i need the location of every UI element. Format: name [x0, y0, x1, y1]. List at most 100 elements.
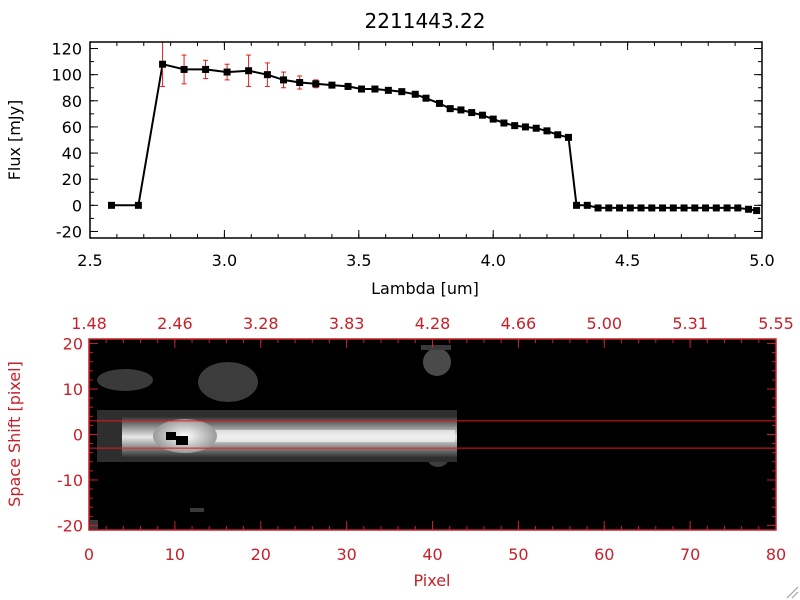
- data-point: [478, 111, 486, 119]
- x-tick-label: 60: [594, 545, 614, 564]
- data-point: [626, 204, 634, 212]
- top-tick-label: 2.46: [157, 314, 193, 333]
- data-point: [468, 109, 476, 117]
- x-tick-label: 3.5: [346, 251, 371, 270]
- image-x-axis-label: Pixel: [413, 571, 450, 590]
- y-tick-label: 10: [63, 380, 83, 399]
- spectrum-y-axis-label: Flux [mJy]: [5, 100, 24, 181]
- chart-title: 2211443.22: [365, 9, 486, 33]
- spectrum-panel: 2.5 3.0 3.5 4.0 4.5 5.0 -20 0 20 40 60 80 100 120 Lam…: [5, 40, 775, 298]
- spectral-image: [90, 345, 457, 529]
- data-point: [312, 80, 320, 88]
- emission-blob: [423, 348, 451, 376]
- x-tick-label: 5.0: [749, 251, 774, 270]
- y-tick-label: 120: [51, 40, 82, 59]
- top-tick-label: 5.31: [672, 314, 708, 333]
- data-point: [723, 204, 731, 212]
- data-point: [398, 88, 406, 96]
- data-point: [411, 90, 419, 98]
- x-tick-label: 10: [165, 545, 185, 564]
- data-point: [159, 60, 167, 68]
- data-point: [543, 127, 551, 135]
- data-point: [108, 201, 116, 209]
- top-tick-label: 5.55: [758, 314, 794, 333]
- data-point: [223, 68, 231, 76]
- spectrum-line: [111, 62, 757, 212]
- data-point: [296, 79, 304, 87]
- data-point: [511, 122, 519, 130]
- y-tick-label: 0: [73, 426, 83, 445]
- spectrum-marks: [108, 41, 761, 215]
- data-point: [328, 81, 336, 89]
- data-point: [357, 85, 365, 93]
- data-point: [280, 76, 288, 84]
- top-tick-label: 3.28: [243, 314, 279, 333]
- data-point: [554, 131, 562, 139]
- data-point: [180, 65, 188, 73]
- data-point: [457, 106, 465, 114]
- top-tick-label: 4.28: [415, 314, 451, 333]
- data-point: [605, 204, 613, 212]
- x-tick-label: 70: [680, 545, 700, 564]
- data-point: [446, 105, 454, 113]
- data-point: [702, 204, 710, 212]
- x-tick-label: 2.5: [77, 251, 102, 270]
- spectrum-x-axis-label: Lambda [um]: [371, 279, 479, 298]
- x-tick-label: 0: [84, 545, 94, 564]
- y-tick-label: 100: [51, 66, 82, 85]
- emission-blob: [198, 362, 258, 402]
- data-point: [245, 67, 253, 75]
- x-tick-label: 3.0: [212, 251, 237, 270]
- top-tick-label: 1.48: [71, 314, 107, 333]
- y-tick-label: -20: [56, 222, 82, 241]
- x-tick-label: 80: [766, 545, 786, 564]
- data-point: [573, 201, 581, 209]
- data-point: [594, 204, 602, 212]
- data-point: [371, 85, 379, 93]
- noise-pixel: [421, 345, 451, 350]
- emission-blob: [97, 369, 153, 391]
- data-point: [435, 99, 443, 107]
- top-tick-label: 5.00: [586, 314, 622, 333]
- bad-pixel: [128, 462, 134, 468]
- bad-pixel: [176, 436, 188, 445]
- data-point: [669, 204, 677, 212]
- data-point: [680, 204, 688, 212]
- data-point: [583, 201, 591, 209]
- y-tick-label: 0: [72, 196, 82, 215]
- data-point: [691, 204, 699, 212]
- image-y-axis-label: Space Shift [pixel]: [5, 361, 24, 507]
- noise-pixel: [90, 520, 98, 529]
- data-point: [753, 207, 761, 215]
- data-point: [489, 115, 497, 123]
- extraction-window-lines: [89, 420, 776, 449]
- top-tick-label: 4.66: [501, 314, 537, 333]
- y-tick-label: -20: [57, 516, 83, 535]
- data-point: [616, 204, 624, 212]
- spectrum-axes: 2.5 3.0 3.5 4.0 4.5 5.0 -20 0 20 40 60 80 100 120: [51, 40, 774, 270]
- data-point: [344, 82, 352, 90]
- y-tick-label: 20: [62, 170, 82, 189]
- top-tick-label: 3.83: [329, 314, 365, 333]
- spectral-image-panel: 0 10 20 30 40 50 60 70 80 1.48 2.46 3.28 3.83 4.28 4.6…: [5, 314, 794, 590]
- data-point: [532, 124, 540, 132]
- y-tick-label: 80: [62, 92, 82, 111]
- data-point: [500, 119, 508, 127]
- data-point: [734, 204, 742, 212]
- data-point: [659, 204, 667, 212]
- y-tick-label: 60: [62, 118, 82, 137]
- bad-pixel: [166, 432, 176, 440]
- y-tick-label: -10: [57, 471, 83, 490]
- spectral-image-axes: 0 10 20 30 40 50 60 70 80 1.48 2.46 3.28 3.83 4.28 4.6…: [57, 314, 794, 564]
- x-tick-label: 30: [336, 545, 356, 564]
- x-tick-label: 4.0: [480, 251, 505, 270]
- data-point: [263, 71, 271, 79]
- data-point: [422, 94, 430, 102]
- y-tick-label: 20: [63, 335, 83, 354]
- data-point: [712, 204, 720, 212]
- data-point: [648, 204, 656, 212]
- x-tick-label: 50: [508, 545, 528, 564]
- x-tick-label: 40: [422, 545, 442, 564]
- data-point: [202, 65, 210, 73]
